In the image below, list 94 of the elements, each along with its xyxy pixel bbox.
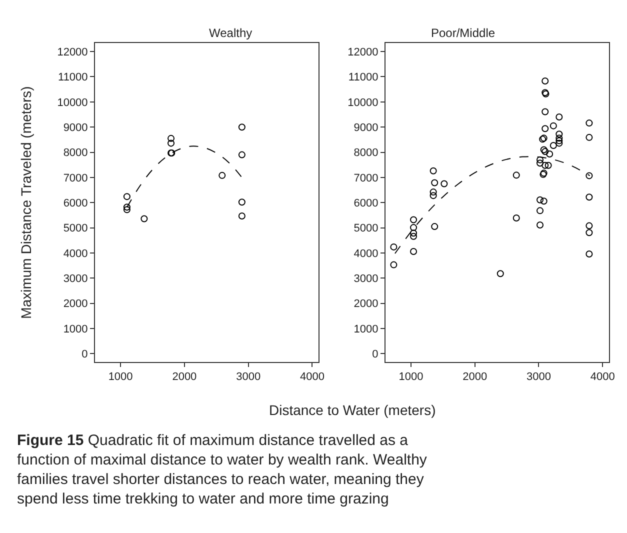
y-tick-label: 8000	[63, 147, 88, 160]
y-tick-label: 11000	[58, 72, 88, 84]
point	[430, 188, 437, 196]
point	[542, 148, 549, 156]
point	[556, 134, 563, 142]
point	[542, 125, 549, 132]
point	[556, 140, 563, 147]
point	[586, 134, 593, 141]
point	[430, 192, 437, 200]
point	[536, 207, 544, 214]
point	[550, 142, 557, 149]
point	[390, 261, 398, 268]
point	[550, 122, 557, 130]
x-tick-label: 1000	[398, 371, 424, 384]
point	[542, 78, 549, 85]
point	[440, 180, 448, 188]
point	[410, 216, 418, 224]
point	[218, 172, 226, 179]
point	[390, 243, 398, 250]
point	[546, 150, 554, 158]
x-tick-label: 3000	[526, 371, 551, 384]
y-tick-label: 0	[82, 348, 88, 361]
x-tick-label: 2000	[462, 371, 488, 384]
x-tick-label: 4000	[300, 371, 324, 384]
point	[496, 270, 504, 278]
y-tick-label: 10000	[57, 96, 88, 109]
point	[123, 206, 130, 214]
y-tick-label: 9000	[354, 122, 378, 134]
point	[431, 223, 438, 230]
point	[238, 212, 246, 220]
y-axis-title: Maximum Distance Traveled (meters)	[18, 86, 34, 319]
y-tick-label: 2000	[63, 298, 88, 310]
point	[540, 198, 548, 205]
y-tick-label: 5000	[354, 222, 378, 235]
point	[586, 229, 593, 236]
x-tick-label: 2000	[172, 371, 197, 384]
point	[410, 230, 418, 237]
chart-title: Wealthy	[209, 26, 252, 40]
y-tick-label: 6000	[63, 197, 88, 210]
y-tick-label: 4000	[354, 248, 378, 260]
point	[168, 140, 175, 147]
point	[512, 214, 520, 222]
point	[544, 162, 552, 169]
point	[586, 250, 593, 258]
point	[586, 172, 593, 180]
x-tick-label: 1000	[108, 371, 133, 384]
point	[168, 134, 175, 142]
y-tick-label: 11000	[348, 72, 378, 84]
point	[238, 198, 246, 206]
point	[586, 120, 593, 127]
point	[542, 162, 549, 169]
y-tick-label: 3000	[354, 273, 378, 286]
point	[431, 179, 438, 186]
y-tick-label: 2000	[354, 298, 378, 310]
chart-title: Poor/Middle	[431, 26, 496, 40]
y-tick-label: 0	[372, 348, 378, 361]
y-tick-label: 12000	[348, 46, 378, 58]
point	[536, 222, 544, 229]
y-tick-label: 7000	[63, 172, 88, 184]
x-tick-label: 4000	[590, 371, 615, 384]
point	[140, 215, 148, 222]
point	[536, 196, 544, 204]
point	[410, 248, 418, 255]
point	[586, 222, 593, 230]
point	[556, 114, 563, 121]
y-tick-label: 9000	[63, 122, 88, 134]
point	[123, 193, 130, 200]
y-tick-label: 3000	[63, 273, 88, 286]
point	[410, 232, 418, 240]
y-tick-label: 5000	[63, 222, 88, 235]
y-tick-label: 4000	[63, 248, 88, 260]
point	[410, 224, 418, 232]
point	[536, 160, 544, 167]
y-tick-label: 12000	[57, 46, 88, 58]
caption: Figure 15	[17, 432, 84, 449]
point	[238, 124, 246, 131]
x-tick-label: 3000	[236, 371, 261, 384]
point	[238, 151, 246, 158]
y-tick-label: 8000	[354, 147, 378, 160]
y-tick-label: 1000	[354, 323, 378, 336]
point	[123, 204, 130, 211]
y-tick-label: 1000	[63, 323, 88, 336]
y-tick-label: 7000	[354, 172, 378, 184]
point	[586, 194, 593, 201]
point	[512, 172, 520, 179]
point	[540, 146, 548, 154]
point	[556, 137, 563, 144]
y-tick-label: 6000	[354, 197, 378, 210]
point	[430, 167, 437, 174]
point	[536, 156, 544, 164]
x-axis-title: Distance to Water (meters)	[269, 402, 436, 418]
y-tick-label: 10000	[348, 96, 378, 109]
point	[542, 108, 549, 116]
point	[556, 130, 563, 138]
